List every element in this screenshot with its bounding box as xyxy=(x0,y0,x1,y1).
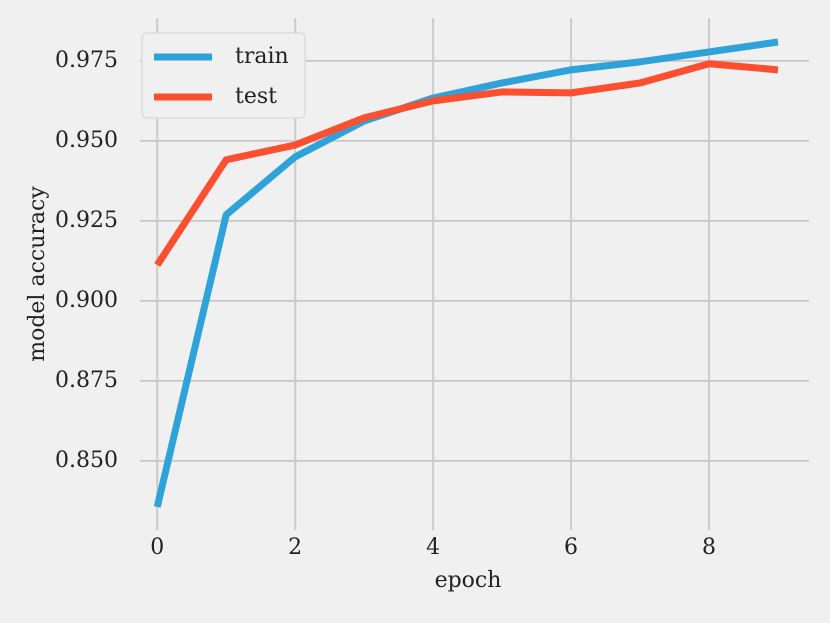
line-series xyxy=(153,38,779,508)
x-tick-label: 4 xyxy=(426,535,440,560)
x-tick-label: 8 xyxy=(702,535,716,560)
y-tick-label: 0.900 xyxy=(55,288,118,313)
x-tick-label: 6 xyxy=(564,535,578,560)
line-series xyxy=(154,60,779,267)
x-tick-label: 2 xyxy=(288,535,302,560)
y-tick-label: 0.875 xyxy=(55,368,118,393)
x-tick-label: 0 xyxy=(150,535,164,560)
y-axis-label: model accuracy xyxy=(25,186,50,362)
x-axis-label: epoch xyxy=(435,568,502,593)
y-tick-label: 0.950 xyxy=(55,128,118,153)
y-tick-label: 0.975 xyxy=(55,48,118,73)
y-tick-label: 0.850 xyxy=(55,448,118,473)
legend-label: test xyxy=(235,84,277,109)
y-tick-label: 0.925 xyxy=(55,208,118,233)
legend-label: train xyxy=(235,44,289,69)
